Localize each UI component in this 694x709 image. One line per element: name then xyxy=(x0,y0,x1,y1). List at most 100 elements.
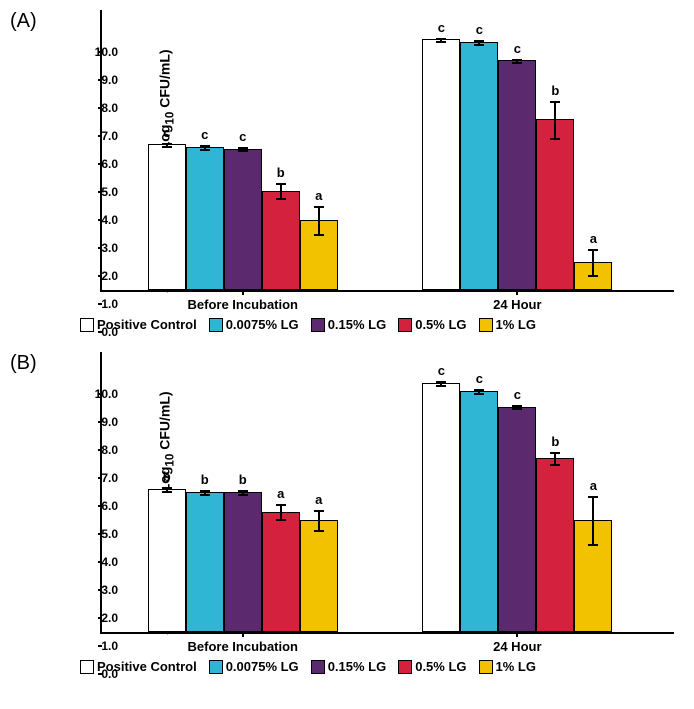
error-bar xyxy=(242,147,244,153)
y-tick-label: 0.0 xyxy=(90,667,118,681)
error-bar xyxy=(592,496,594,546)
error-bar xyxy=(440,381,442,387)
significance-letter: a xyxy=(277,486,284,501)
bar: c xyxy=(498,60,536,290)
y-tick-mark xyxy=(98,673,102,675)
bar: a xyxy=(300,220,338,290)
bar-group: cccba xyxy=(148,144,338,290)
bar: a xyxy=(574,262,612,290)
x-category-label: 24 Hour xyxy=(493,297,541,312)
chart-wrap: S. Heidelberg Count (Log10 CFU/mL)0.01.0… xyxy=(50,10,684,332)
y-tick-mark xyxy=(98,645,102,647)
bar: b xyxy=(262,191,300,290)
significance-letter: b xyxy=(277,165,285,180)
significance-letter: a xyxy=(590,478,597,493)
y-tick-label: 1.0 xyxy=(90,297,118,311)
error-bar xyxy=(478,40,480,46)
bar: c xyxy=(498,407,536,632)
x-tick-mark xyxy=(516,290,518,295)
bar: c xyxy=(460,42,498,290)
significance-letter: c xyxy=(438,363,445,378)
bar: b xyxy=(536,119,574,290)
x-category-label: Before Incubation xyxy=(187,639,298,654)
significance-letter: a xyxy=(315,492,322,507)
significance-letter: c xyxy=(438,20,445,35)
error-bar xyxy=(516,59,518,65)
bar-group: cccba xyxy=(422,39,612,290)
legend-item: 1% LG xyxy=(479,317,536,332)
legend-item: 0.15% LG xyxy=(311,659,387,674)
legend-label: 0.5% LG xyxy=(415,317,466,332)
legend-item: 0.0075% LG xyxy=(209,317,299,332)
bar: b xyxy=(536,458,574,632)
error-bar xyxy=(318,510,320,532)
x-tick-mark xyxy=(242,290,244,295)
chart-area: bbbaaBefore Incubationcccba24 Hour xyxy=(100,352,674,634)
legend-item: 1% LG xyxy=(479,659,536,674)
error-bar xyxy=(166,487,168,493)
legend-item: 0.5% LG xyxy=(398,317,466,332)
x-tick-mark xyxy=(516,632,518,637)
y-tick-label: 0.0 xyxy=(90,325,118,339)
significance-letter: c xyxy=(239,129,246,144)
legend-label: 0.0075% LG xyxy=(226,317,299,332)
error-bar xyxy=(516,405,518,411)
significance-letter: a xyxy=(315,188,322,203)
legend-swatch xyxy=(479,318,493,332)
error-bar xyxy=(242,490,244,496)
legend-label: 0.0075% LG xyxy=(226,659,299,674)
significance-letter: a xyxy=(590,231,597,246)
legend-swatch xyxy=(398,318,412,332)
legend-swatch xyxy=(311,660,325,674)
legend-label: 0.15% LG xyxy=(328,659,387,674)
legend-item: 0.0075% LG xyxy=(209,659,299,674)
error-bar xyxy=(318,206,320,237)
significance-letter: b xyxy=(551,83,559,98)
error-bar xyxy=(204,145,206,151)
chart-area: cccbaBefore Incubationcccba24 Hour xyxy=(100,10,674,292)
error-bar xyxy=(554,101,556,140)
legend-label: 1% LG xyxy=(496,317,536,332)
bar: c xyxy=(422,39,460,290)
bar: a xyxy=(574,520,612,632)
legend-item: 0.15% LG xyxy=(311,317,387,332)
bar-group: cccba xyxy=(422,383,612,632)
error-bar xyxy=(166,143,168,149)
bar-group: bbbaa xyxy=(148,489,338,632)
panel-label: (A) xyxy=(10,10,37,33)
bar: c xyxy=(224,149,262,290)
legend-swatch xyxy=(479,660,493,674)
error-bar xyxy=(440,38,442,42)
bar: a xyxy=(300,520,338,632)
legend-item: 0.5% LG xyxy=(398,659,466,674)
error-bar xyxy=(554,452,556,466)
legend-swatch xyxy=(398,660,412,674)
error-bar xyxy=(280,183,282,200)
significance-letter: b xyxy=(551,434,559,449)
significance-letter: c xyxy=(514,41,521,56)
significance-letter: c xyxy=(514,387,521,402)
x-category-label: 24 Hour xyxy=(493,639,541,654)
bar: c xyxy=(460,391,498,632)
panel-label: (B) xyxy=(10,352,37,375)
bar: c xyxy=(186,147,224,290)
significance-letter: c xyxy=(201,127,208,142)
legend-label: 1% LG xyxy=(496,659,536,674)
bar: b xyxy=(224,492,262,632)
legend-swatch xyxy=(209,318,223,332)
y-tick-label: 1.0 xyxy=(90,639,118,653)
error-bar xyxy=(280,504,282,521)
legend-label: 0.15% LG xyxy=(328,317,387,332)
legend: Positive Control0.0075% LG0.15% LG0.5% L… xyxy=(80,317,684,332)
bar: a xyxy=(262,512,300,632)
x-tick-mark xyxy=(242,632,244,637)
error-bar xyxy=(204,490,206,496)
legend-swatch xyxy=(209,660,223,674)
error-bar xyxy=(592,249,594,277)
error-bar xyxy=(478,389,480,395)
chart-panel: (A) S. Heidelberg Count (Log10 CFU/mL)0.0… xyxy=(10,10,684,332)
bar: b xyxy=(148,489,186,632)
legend-label: 0.5% LG xyxy=(415,659,466,674)
y-tick-mark xyxy=(98,331,102,333)
bar: c xyxy=(148,144,186,290)
